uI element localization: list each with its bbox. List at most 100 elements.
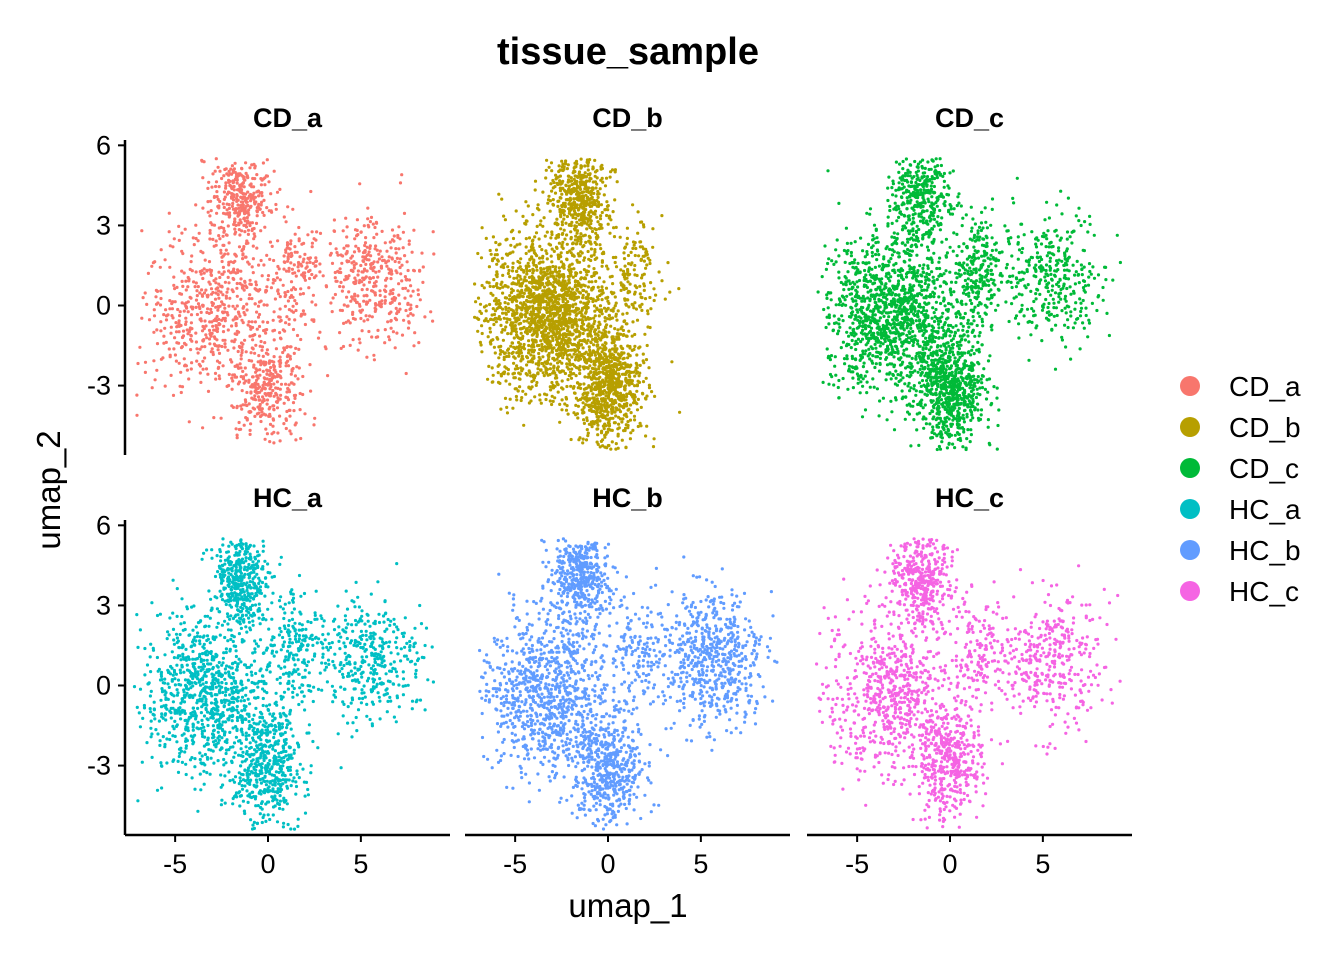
point xyxy=(512,351,515,354)
point xyxy=(575,323,578,326)
point xyxy=(560,339,563,342)
point xyxy=(567,337,570,340)
point xyxy=(291,208,294,211)
point xyxy=(299,437,302,440)
point xyxy=(622,251,625,254)
point xyxy=(314,303,317,306)
point xyxy=(286,290,289,293)
point xyxy=(260,183,263,186)
point xyxy=(634,284,637,287)
point xyxy=(537,361,540,364)
point xyxy=(408,321,411,324)
point xyxy=(372,223,375,226)
point xyxy=(374,293,377,296)
point xyxy=(363,268,366,271)
point xyxy=(594,241,597,244)
point xyxy=(194,203,197,206)
point xyxy=(501,257,504,260)
point xyxy=(220,345,223,348)
point xyxy=(391,228,394,231)
point xyxy=(564,184,567,187)
point xyxy=(272,408,275,411)
point xyxy=(574,274,577,277)
point xyxy=(577,346,580,349)
point xyxy=(537,203,540,206)
point xyxy=(644,434,647,437)
point xyxy=(259,408,262,411)
point xyxy=(238,315,241,318)
point xyxy=(247,229,250,232)
point xyxy=(231,202,234,205)
point xyxy=(342,322,345,325)
point xyxy=(297,226,300,229)
point xyxy=(243,280,246,283)
point xyxy=(641,274,644,277)
point xyxy=(517,305,520,308)
point xyxy=(324,347,327,350)
point xyxy=(350,269,353,272)
point xyxy=(251,320,254,323)
point xyxy=(235,333,238,336)
y-tick-label: -3 xyxy=(87,371,111,401)
point xyxy=(608,424,611,427)
point xyxy=(243,230,246,233)
point xyxy=(574,358,577,361)
point xyxy=(211,238,214,241)
point xyxy=(514,319,517,322)
point xyxy=(642,361,645,364)
point xyxy=(228,373,231,376)
point xyxy=(372,285,375,288)
point xyxy=(626,270,629,273)
point xyxy=(631,320,634,323)
point xyxy=(224,181,227,184)
point xyxy=(611,168,614,171)
point xyxy=(345,296,348,299)
point xyxy=(144,291,147,294)
point xyxy=(232,261,235,264)
point xyxy=(548,319,551,322)
point xyxy=(376,329,379,332)
point xyxy=(364,241,367,244)
point xyxy=(195,347,198,350)
point xyxy=(389,311,392,314)
point xyxy=(593,396,596,399)
point xyxy=(212,416,215,419)
point xyxy=(640,276,643,279)
point xyxy=(162,335,165,338)
point xyxy=(561,398,564,401)
point xyxy=(480,350,483,353)
point xyxy=(221,244,224,247)
point xyxy=(245,391,248,394)
point xyxy=(567,309,570,312)
point xyxy=(333,229,336,232)
point xyxy=(147,272,150,275)
point xyxy=(277,315,280,318)
point xyxy=(549,385,552,388)
point xyxy=(153,260,156,263)
point xyxy=(317,337,320,340)
point xyxy=(233,228,236,231)
point xyxy=(573,353,576,356)
point xyxy=(604,348,607,351)
point xyxy=(254,165,257,168)
point xyxy=(584,241,587,244)
point xyxy=(603,193,606,196)
point xyxy=(677,287,680,290)
point xyxy=(628,273,631,276)
point xyxy=(645,263,648,266)
point xyxy=(210,269,213,272)
point xyxy=(596,418,599,421)
point xyxy=(224,345,227,348)
point xyxy=(250,283,253,286)
point xyxy=(275,347,278,350)
point xyxy=(222,325,225,328)
point xyxy=(642,225,645,228)
point xyxy=(596,433,599,436)
point xyxy=(345,235,348,238)
point xyxy=(535,254,538,257)
point xyxy=(507,368,510,371)
point xyxy=(358,309,361,312)
point xyxy=(223,307,226,310)
point xyxy=(374,247,377,250)
